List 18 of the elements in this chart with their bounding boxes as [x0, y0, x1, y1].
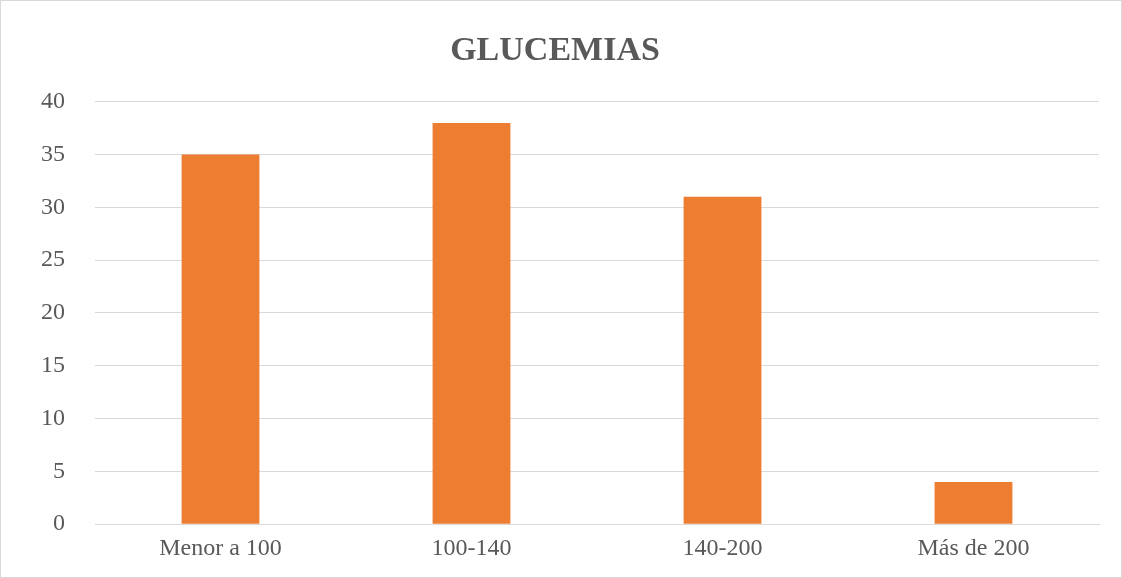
chart-title: GLUCEMIAS [450, 30, 660, 68]
y-tick-label: 30 [41, 192, 65, 219]
y-tick-label: 5 [53, 456, 65, 483]
bar [683, 196, 762, 524]
x-tick-label: 100-140 [431, 533, 512, 560]
x-tick-label: Más de 200 [917, 533, 1030, 560]
y-tick-label: 35 [41, 139, 65, 166]
x-tick-label: 140-200 [682, 533, 763, 560]
bar [181, 154, 260, 524]
y-tick-label: 40 [41, 87, 65, 114]
y-tick-label: 20 [41, 298, 65, 325]
y-tick-label: 25 [41, 245, 65, 272]
bar [432, 122, 511, 524]
y-tick-label: 10 [41, 403, 65, 430]
y-tick-label: 15 [41, 351, 65, 378]
bar [934, 481, 1013, 524]
x-tick-label: Menor a 100 [159, 533, 282, 560]
y-tick-label: 0 [53, 509, 65, 536]
